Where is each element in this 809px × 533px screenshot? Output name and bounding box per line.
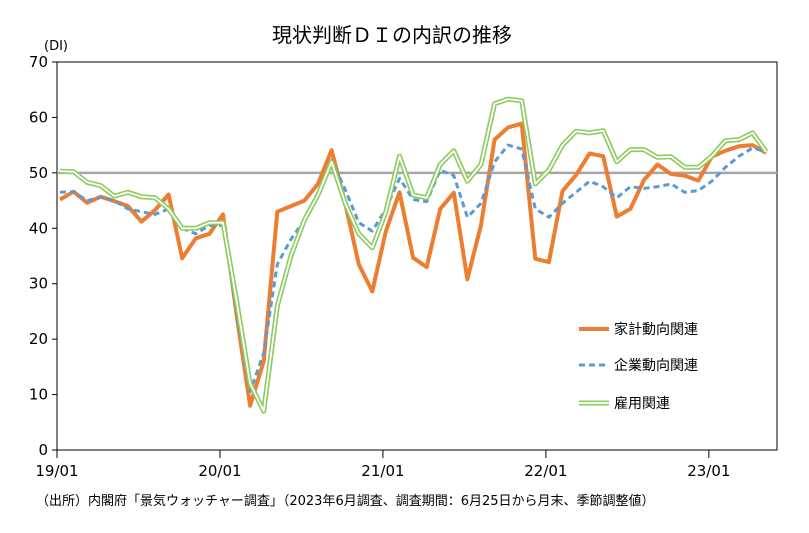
legend-label-2: 雇用関連 (614, 395, 670, 412)
x-tick-label: 21/01 (361, 462, 404, 480)
x-tick-label: 19/01 (35, 462, 78, 480)
y-tick-label: 70 (29, 53, 48, 71)
x-tick-label: 22/01 (524, 462, 567, 480)
series-line-0 (59, 121, 768, 408)
y-tick-label: 30 (29, 275, 48, 293)
series-line-1 (59, 143, 767, 394)
y-tick-label: 50 (29, 164, 48, 182)
source-note: （出所）内閣府「景気ウォッチャー調査」（2023年6月調査、調査期間：6月25日… (36, 493, 655, 509)
chart-title: 現状判断ＤＩの内訳の推移 (272, 23, 512, 47)
legend-label-1: 企業動向関連 (614, 357, 698, 374)
axes: 0 10 20 30 40 50 60 70 19/01 20/01 21/01 22/01 23/01 (29, 53, 731, 480)
y-tick-label: 20 (29, 330, 48, 348)
y-tick-label: 60 (29, 108, 48, 126)
series-lines (59, 96, 769, 414)
x-tick-label: 23/01 (687, 462, 730, 480)
series-line-inner-2 (59, 98, 767, 413)
y-axis-unit-label: (DI) (44, 39, 68, 54)
legend-label-0: 家計動向関連 (614, 321, 698, 338)
plot-area (56, 61, 778, 451)
y-tick-label: 40 (29, 219, 48, 237)
x-tick-label: 20/01 (198, 462, 241, 480)
y-tick-label: 0 (38, 441, 48, 459)
plot-frame (56, 61, 778, 451)
y-tick-label: 10 (29, 386, 48, 404)
